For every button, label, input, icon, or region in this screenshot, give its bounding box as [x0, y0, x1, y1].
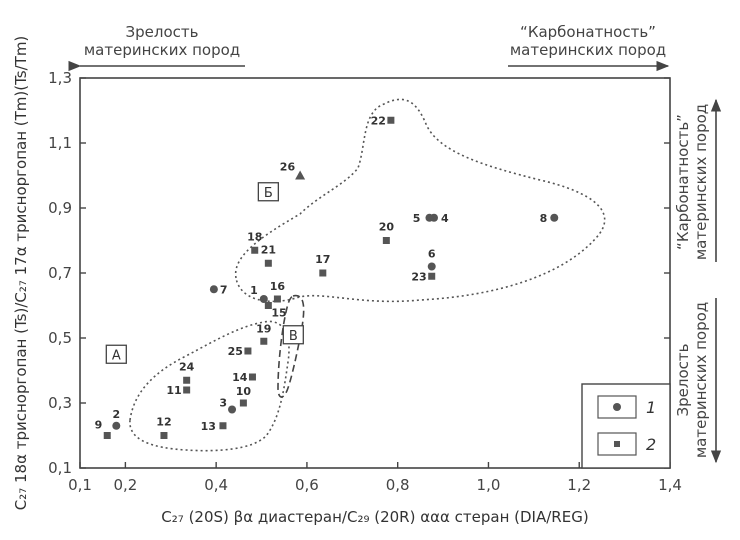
point-12 [160, 432, 168, 439]
point-label-25: 25 [228, 345, 243, 358]
point-24 [183, 376, 191, 384]
region-label: Б [264, 186, 273, 201]
point-18 [251, 246, 259, 254]
point-label-9: 9 [95, 419, 103, 432]
y-tick-label: 0,7 [48, 264, 72, 282]
point-label-22: 22 [371, 114, 386, 127]
point-16 [273, 295, 281, 303]
x-tick-label: 0,8 [386, 476, 410, 494]
region-label-box [282, 325, 304, 345]
x-tick-label: 1,4 [658, 476, 682, 494]
legend-box-2 [597, 432, 637, 456]
point-2 [112, 421, 121, 430]
y-ticks: 0,1 0,3 0,5 0,7 0,9 1,1 1,3 [48, 69, 670, 477]
point-label-5: 5 [413, 212, 421, 225]
legend: 1 2 [581, 383, 671, 469]
point-19 [260, 337, 268, 345]
x-tick-label: 0,1 [68, 476, 92, 494]
point-label-14: 14 [232, 371, 248, 384]
region-label: А [112, 348, 121, 363]
point-label-7: 7 [220, 283, 228, 296]
point-7 [209, 285, 218, 294]
legend-label-1: 1 [646, 398, 656, 417]
point-label-19: 19 [256, 322, 271, 335]
point-15 [264, 302, 272, 309]
x-axis-title: C₂₇ (20S) βα диастеран/C₂₉ (20R) ααα сте… [161, 508, 588, 526]
top-left-label-line2: материнских пород [84, 41, 240, 59]
region-outline-a [129, 320, 290, 452]
legend-frame [581, 383, 671, 469]
point-label-1: 1 [250, 284, 258, 297]
point-label-6: 6 [428, 248, 436, 261]
point-26 [295, 170, 306, 180]
point-20 [382, 237, 390, 244]
point-1 [259, 295, 268, 303]
point-label-12: 12 [156, 416, 171, 429]
point-label-16: 16 [270, 280, 286, 293]
top-left-label-line1: Зрелость [126, 23, 199, 41]
region-label-box [257, 182, 279, 202]
point-8 [550, 213, 559, 222]
point-label-11: 11 [166, 384, 181, 397]
legend-circle-marker [613, 403, 621, 411]
x-tick-label: 0,6 [295, 476, 319, 494]
legend-square-marker [614, 441, 620, 447]
y-tick-label: 0,9 [48, 199, 72, 217]
x-tick-label: 0,2 [113, 476, 137, 494]
point-label-20: 20 [379, 221, 395, 234]
point-6 [427, 262, 436, 271]
top-right-label-line2: материнских пород [510, 41, 666, 59]
point-label-24: 24 [179, 360, 195, 373]
top-right-label-line1: “Карбонатность” [520, 23, 656, 41]
legend-box-1 [597, 395, 637, 419]
point-22 [387, 116, 395, 124]
point-label-23: 23 [411, 270, 426, 283]
region-label: В [289, 329, 298, 344]
x-tick-label: 1,0 [477, 476, 501, 494]
x-tick-label: 1,2 [567, 476, 591, 494]
y-tick-label: 0,3 [48, 394, 72, 412]
point-label-21: 21 [261, 243, 276, 256]
y-axis-title: C₂₇ 18α трисноргопан (Ts)/C₂₇ 17α трисно… [12, 36, 30, 511]
region-outline-b [234, 98, 606, 303]
y-tick-label: 1,1 [48, 134, 72, 152]
point-5 [425, 213, 434, 222]
region-label-box [105, 344, 127, 364]
point-label-18: 18 [247, 230, 262, 243]
point-label-17: 17 [315, 253, 330, 266]
point-23 [428, 272, 436, 280]
point-label-4: 4 [441, 212, 449, 225]
legend-label-2: 2 [646, 435, 656, 454]
point-21 [264, 259, 272, 267]
x-tick-label: 0,4 [204, 476, 228, 494]
right-bottom-label-line1: Зрелость [674, 344, 692, 417]
right-top-label-line1: “Карбонатность” [674, 114, 692, 250]
y-tick-label: 0,5 [48, 329, 72, 347]
right-top-label-line2: материнских пород [692, 104, 710, 260]
point-label-15: 15 [271, 307, 286, 320]
x-ticks: 0,1 0,2 0,4 0,6 0,8 1,0 1,2 1,4 [68, 462, 682, 494]
point-11 [183, 386, 191, 394]
point-label-2: 2 [112, 408, 120, 421]
point-17 [319, 269, 327, 277]
y-tick-label: 0,1 [48, 459, 72, 477]
point-13 [219, 422, 227, 430]
point-9 [103, 432, 111, 439]
point-label-10: 10 [236, 385, 252, 398]
point-label-8: 8 [540, 212, 548, 225]
point-label-3: 3 [219, 397, 227, 410]
point-10 [239, 399, 247, 407]
point-14 [248, 373, 256, 381]
point-label-13: 13 [201, 420, 216, 433]
right-bottom-label-line2: материнских пород [692, 302, 710, 458]
point-25 [244, 347, 252, 355]
point-label-26: 26 [280, 161, 296, 174]
point-3 [228, 405, 237, 414]
y-tick-label: 1,3 [48, 69, 72, 87]
